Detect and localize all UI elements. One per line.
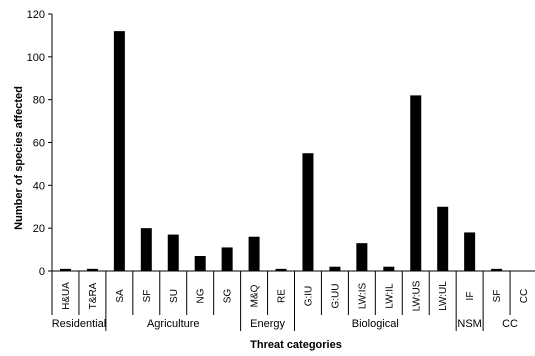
category-label: NG [196,288,207,303]
group-label: Residential [52,318,106,330]
category-label: IF [465,292,476,301]
group-labels: Residential Agriculture Energy Biological NS… [52,315,518,331]
bar [113,31,125,272]
bar [140,228,152,271]
category-label: G:UU [330,284,341,309]
bar [329,266,341,271]
category-label: SU [169,289,180,303]
group-label: CC [502,318,518,330]
bar [410,95,422,271]
bar [491,268,503,271]
bar [86,268,98,271]
bar [194,256,206,271]
category-label: CC [519,289,530,303]
group-label: Biological [352,318,399,330]
group-label: Agriculture [147,318,200,330]
y-tick-label: 40 [33,180,45,192]
bars [59,31,503,272]
category-label: SG [223,289,234,304]
y-tick-label: 120 [27,9,45,21]
x-axis [51,270,535,315]
y-tick-label: 60 [33,138,45,150]
bar [59,268,71,271]
bar [275,268,287,271]
y-tick-label: 100 [27,52,45,64]
bar [248,236,260,271]
bar [437,206,449,271]
category-label: G:IU [303,286,314,307]
category-label: LW:IS [357,283,368,310]
category-label: SF [492,290,503,303]
category-label: T&RA [88,282,99,309]
bar [302,153,314,271]
bar [356,243,368,271]
category-label: LW:US [411,280,422,311]
bar [221,247,233,271]
y-axis: 0 20 40 60 80 100 120 [27,9,53,278]
bar [464,232,476,271]
category-label: SA [115,289,126,303]
y-axis-title: Number of species affected [13,86,25,230]
category-label: SF [142,290,153,303]
y-tick-label: 80 [33,95,45,107]
y-tick-label: 20 [33,223,45,235]
group-label: Energy [250,318,285,330]
category-label: LW:UL [438,281,449,311]
group-label: NSM [457,318,481,330]
category-label: M&Q [250,284,261,307]
category-labels: H&UA T&RA SA SF SU NG SG M&Q RE G:IU G:UU LW:IS LW:I… [61,280,530,311]
category-label: H&UA [61,282,72,310]
bar [383,266,395,271]
category-label: RE [277,289,288,303]
y-tick-label: 0 [39,266,45,278]
x-axis-title: Threat categories [250,339,342,351]
bar [167,234,179,271]
category-label: LW:IL [384,283,395,309]
